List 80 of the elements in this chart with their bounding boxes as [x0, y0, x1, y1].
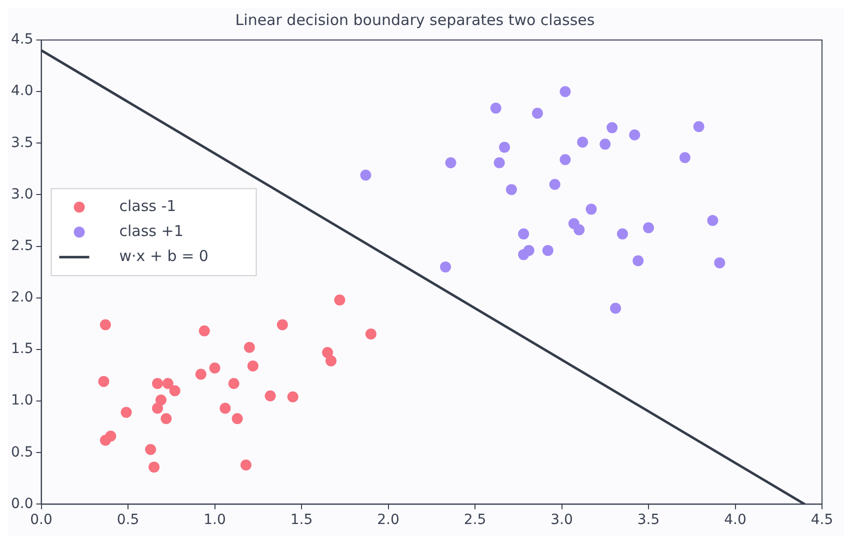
point — [606, 122, 618, 134]
point — [499, 142, 510, 153]
point — [244, 342, 255, 353]
x-tick-label: 0.0 — [30, 512, 52, 528]
point — [105, 430, 116, 442]
point — [247, 360, 258, 372]
point — [490, 102, 502, 114]
y-tick-label: 4.5 — [11, 32, 34, 48]
point — [632, 255, 644, 266]
point — [195, 368, 206, 380]
y-tick-label: 3.5 — [11, 134, 34, 151]
point — [518, 228, 530, 240]
point — [365, 328, 376, 340]
chart-title: Linear decision boundary separates two classes — [235, 10, 595, 29]
point — [679, 152, 690, 164]
x-tick-label: 1.0 — [204, 512, 226, 528]
y-tick-label: 1.0 — [11, 392, 34, 409]
point — [334, 294, 346, 306]
point — [240, 460, 252, 470]
y-tick-label: 1.5 — [11, 341, 34, 358]
point — [616, 228, 628, 240]
point — [145, 444, 156, 456]
point — [577, 136, 588, 148]
point — [523, 244, 534, 256]
point — [506, 184, 517, 196]
x-tick-label: 3.5 — [637, 512, 660, 528]
point — [560, 86, 571, 98]
point — [100, 319, 111, 330]
x-tick-label: 1.5 — [290, 512, 313, 528]
y-tick-label: 0.0 — [11, 496, 34, 512]
y-tick-label: 2.5 — [11, 238, 34, 254]
y-tick-label: 3.0 — [11, 186, 34, 202]
point — [629, 129, 640, 140]
point — [220, 402, 231, 414]
x-tick-label: 4.0 — [724, 512, 746, 528]
legend-label: class -1 — [119, 196, 176, 215]
point — [264, 390, 276, 402]
x-tick-label: 4.5 — [810, 512, 834, 528]
point — [98, 376, 110, 387]
point — [532, 108, 543, 119]
legend-label: class +1 — [119, 222, 184, 240]
point — [494, 157, 505, 168]
point — [445, 157, 456, 168]
point — [643, 222, 654, 234]
point — [155, 394, 166, 406]
point — [169, 385, 180, 396]
x-tick-label: 2.0 — [377, 512, 400, 528]
point — [574, 224, 585, 236]
x-tick-label: 2.5 — [464, 512, 486, 528]
point — [549, 178, 560, 190]
legend-label: w·x + b = 0 — [119, 246, 208, 265]
y-tick-label: 4.0 — [11, 83, 34, 100]
point — [693, 121, 704, 132]
point — [586, 204, 597, 215]
point — [326, 355, 337, 366]
point — [600, 138, 611, 150]
point — [542, 244, 554, 256]
point — [148, 462, 160, 473]
point — [160, 413, 172, 424]
point — [610, 302, 622, 314]
point — [152, 402, 164, 414]
point — [162, 378, 174, 390]
point — [440, 261, 452, 272]
x-tick-label: 3.0 — [550, 512, 573, 528]
point — [232, 413, 243, 424]
point — [152, 378, 164, 390]
point — [714, 257, 726, 268]
point — [707, 215, 718, 226]
point — [120, 406, 132, 418]
point — [322, 347, 334, 358]
point — [209, 362, 220, 374]
point — [198, 325, 210, 336]
point — [228, 378, 240, 390]
point — [287, 391, 298, 402]
point — [360, 170, 372, 181]
point — [560, 154, 571, 166]
point — [276, 319, 288, 330]
x-tick-label: 0.5 — [116, 512, 140, 528]
y-tick-label: 0.5 — [11, 444, 34, 460]
y-tick-label: 2.0 — [11, 290, 34, 306]
